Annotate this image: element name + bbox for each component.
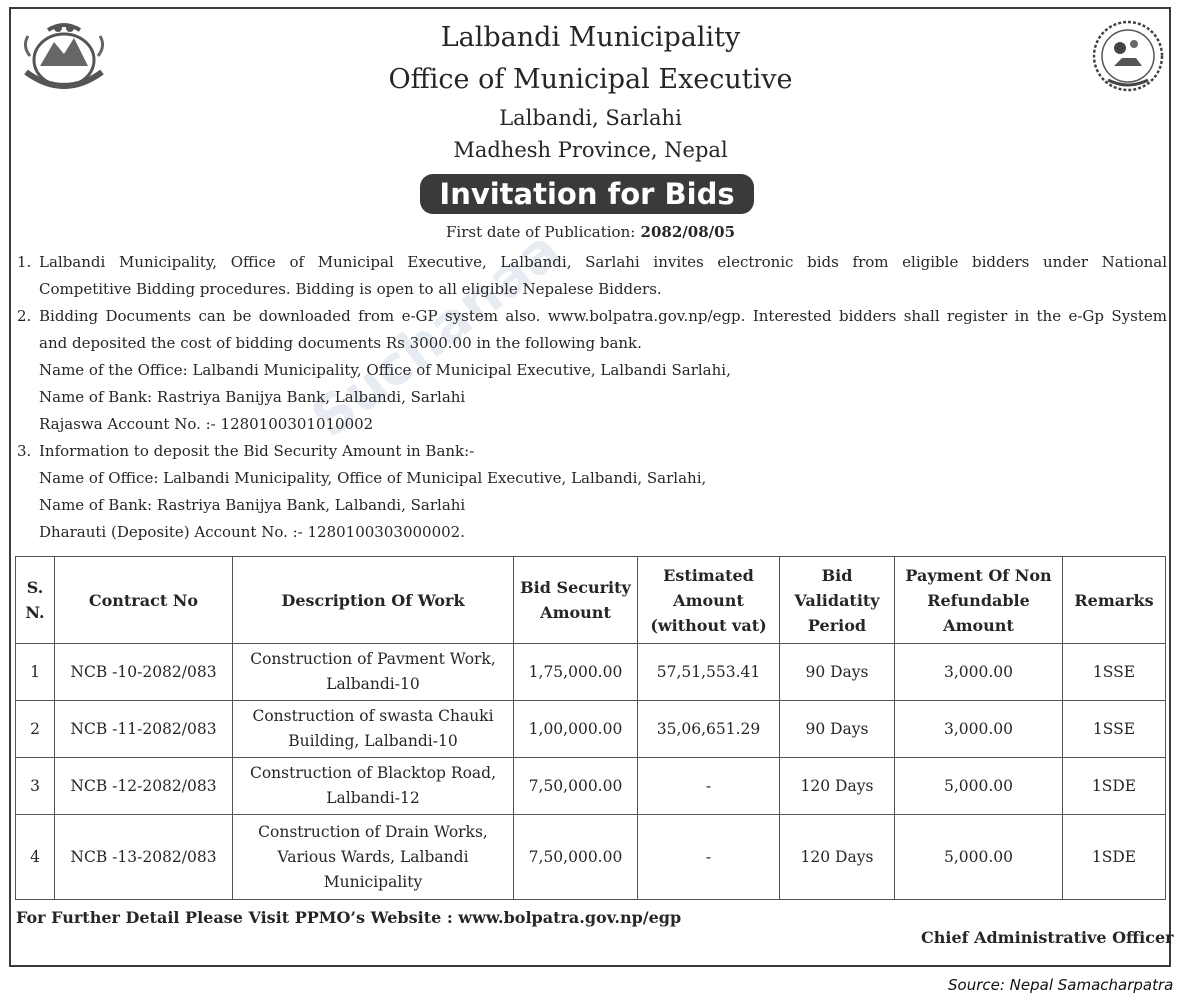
table-cell: 1 bbox=[15, 643, 55, 701]
table-cell: 35,06,651.29 bbox=[637, 700, 780, 758]
table-cell: 57,51,553.41 bbox=[637, 643, 780, 701]
table-cell: 120 Days bbox=[779, 814, 895, 900]
table-cell: 90 Days bbox=[779, 700, 895, 758]
table-cell: 90 Days bbox=[779, 643, 895, 701]
table-cell: NCB -13-2082/083 bbox=[54, 814, 233, 900]
table-cell: NCB -10-2082/083 bbox=[54, 643, 233, 701]
table-cell: 1,75,000.00 bbox=[513, 643, 638, 701]
table-cell: 1SSE bbox=[1062, 643, 1166, 701]
column-header: Payment Of Non Refundable Amount bbox=[894, 556, 1063, 644]
clause-line: Rajaswa Account No. :- 1280100301010002 bbox=[39, 415, 374, 433]
table-cell: 1SDE bbox=[1062, 757, 1166, 815]
column-header: S. N. bbox=[15, 556, 55, 644]
website-note: For Further Detail Please Visit PPMO’s W… bbox=[16, 908, 682, 927]
clause-line: Name of the Office: Lalbandi Municipalit… bbox=[39, 361, 731, 379]
table-cell: Construction of Pavment Work, Lalbandi-1… bbox=[232, 643, 514, 701]
table-cell: 3 bbox=[15, 757, 55, 815]
table-cell: - bbox=[637, 814, 780, 900]
clause-line: Competitive Bidding procedures. Bidding … bbox=[39, 280, 662, 298]
table-cell: 3,000.00 bbox=[894, 643, 1063, 701]
table-row: 2 NCB -11-2082/083 Construction of swast… bbox=[15, 700, 1166, 758]
table-cell: - bbox=[637, 757, 780, 815]
bids-table: S. N. Contract No Description Of Work Bi… bbox=[15, 556, 1166, 900]
clause-line: Information to deposit the Bid Security … bbox=[39, 442, 475, 460]
clause-2: 2. Bidding Documents can be downloaded f… bbox=[17, 303, 1167, 438]
clause-number: 2. bbox=[17, 307, 32, 325]
table-cell: Construction of Drain Works, Various War… bbox=[232, 814, 514, 900]
table-row: 4 NCB -13-2082/083 Construction of Drain… bbox=[15, 814, 1166, 900]
clause-1: 1. Lalbandi Municipality, Office of Muni… bbox=[17, 249, 1167, 303]
nepal-government-emblem-icon bbox=[23, 23, 105, 89]
table-cell: 3,000.00 bbox=[894, 700, 1063, 758]
column-header: Description Of Work bbox=[232, 556, 514, 644]
column-header: Remarks bbox=[1062, 556, 1166, 644]
clause-line: Bidding Documents can be downloaded from… bbox=[39, 307, 1167, 325]
municipality-seal-icon bbox=[1092, 20, 1164, 92]
location: Lalbandi, Sarlahi bbox=[499, 106, 682, 130]
table-cell: 5,000.00 bbox=[894, 757, 1063, 815]
table-cell: 1SSE bbox=[1062, 700, 1166, 758]
clause-3: 3. Information to deposit the Bid Securi… bbox=[17, 438, 1167, 546]
office-name: Office of Municipal Executive bbox=[388, 64, 793, 95]
province: Madhesh Province, Nepal bbox=[453, 138, 728, 162]
table-cell: 2 bbox=[15, 700, 55, 758]
column-header: Estimated Amount (without vat) bbox=[637, 556, 780, 644]
table-cell: 1SDE bbox=[1062, 814, 1166, 900]
clause-line: Dharauti (Deposite) Account No. :- 12801… bbox=[39, 523, 465, 541]
table-cell: Construction of swasta Chauki Building, … bbox=[232, 700, 514, 758]
publication-date-value: 2082/08/05 bbox=[640, 223, 735, 241]
table-cell: 120 Days bbox=[779, 757, 895, 815]
table-row: 3 NCB -12-2082/083 Construction of Black… bbox=[15, 757, 1166, 815]
table-cell: NCB -12-2082/083 bbox=[54, 757, 233, 815]
municipality-name: Lalbandi Municipality bbox=[440, 22, 741, 53]
table-cell: NCB -11-2082/083 bbox=[54, 700, 233, 758]
clause-number: 3. bbox=[17, 442, 32, 460]
table-cell: 7,50,000.00 bbox=[513, 757, 638, 815]
table-cell: 4 bbox=[15, 814, 55, 900]
clause-line: Name of Bank: Rastriya Banijya Bank, Lal… bbox=[39, 496, 466, 514]
column-header: Bid Security Amount bbox=[513, 556, 638, 644]
clause-line: and deposited the cost of bidding docume… bbox=[39, 334, 642, 352]
table-cell: 5,000.00 bbox=[894, 814, 1063, 900]
publication-date-label: First date of Publication: bbox=[446, 223, 636, 241]
table-row: 1 NCB -10-2082/083 Construction of Pavme… bbox=[15, 643, 1166, 701]
clause-line: Name of Bank: Rastriya Banijya Bank, Lal… bbox=[39, 388, 466, 406]
column-header: Contract No bbox=[54, 556, 233, 644]
table-cell: Construction of Blacktop Road, Lalbandi-… bbox=[232, 757, 514, 815]
notice-title: Invitation for Bids bbox=[420, 174, 754, 214]
clause-line: Name of Office: Lalbandi Municipality, O… bbox=[39, 469, 707, 487]
publication-date: First date of Publication: 2082/08/05 bbox=[0, 223, 1181, 241]
table-header-row: S. N. Contract No Description Of Work Bi… bbox=[15, 556, 1166, 644]
column-header: Bid Validatity Period bbox=[779, 556, 895, 644]
clause-number: 1. bbox=[17, 253, 32, 271]
table-cell: 1,00,000.00 bbox=[513, 700, 638, 758]
notice-frame bbox=[9, 7, 1171, 967]
signatory: Chief Administrative Officer bbox=[921, 928, 1174, 947]
source-credit: Source: Nepal Samacharpatra bbox=[948, 976, 1174, 994]
table-cell: 7,50,000.00 bbox=[513, 814, 638, 900]
clause-line: Lalbandi Municipality, Office of Municip… bbox=[39, 253, 1167, 271]
